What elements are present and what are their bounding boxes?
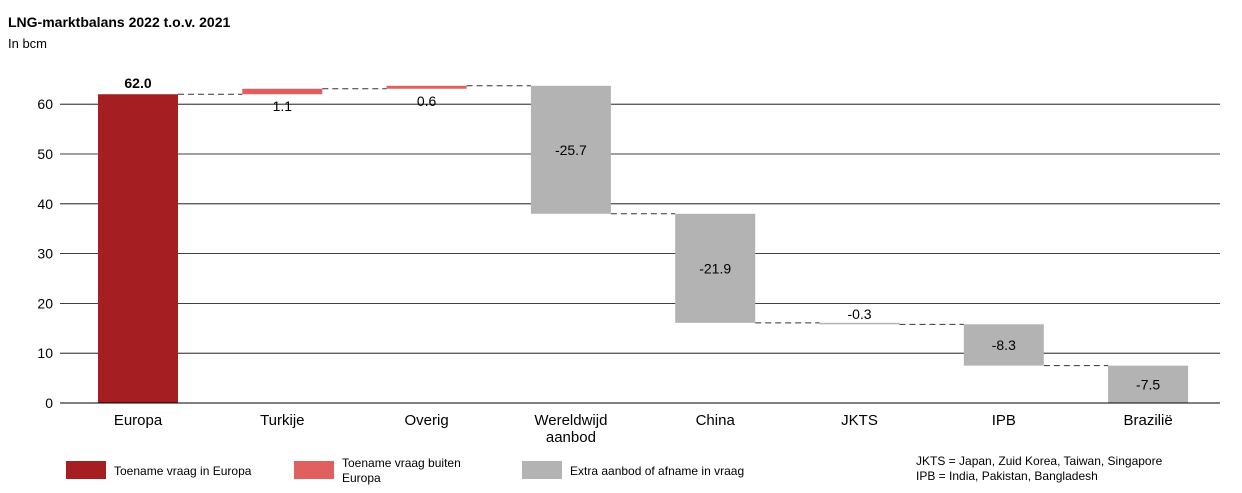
x-tick-label: Brazilië — [1124, 412, 1173, 429]
x-tick-label: Wereldwijd — [534, 412, 607, 429]
legend-swatch — [294, 461, 334, 479]
bar — [530, 85, 611, 214]
bar — [1108, 365, 1189, 403]
y-tick-label: 30 — [37, 246, 53, 262]
data-label: -0.3 — [847, 306, 871, 322]
x-tick-label: JKTS — [841, 412, 878, 429]
legend-label: Toename vraag in Europa — [114, 464, 252, 478]
bar — [386, 85, 467, 89]
bar — [819, 322, 900, 325]
data-label: -7.5 — [1136, 376, 1160, 392]
y-tick-label: 0 — [45, 395, 53, 411]
data-label: -25.7 — [555, 142, 587, 158]
bar — [963, 324, 1044, 366]
data-label: 0.6 — [417, 93, 437, 109]
legend-swatch — [522, 461, 562, 479]
y-tick-label: 40 — [37, 196, 53, 212]
data-label: 1.1 — [273, 98, 293, 114]
x-tick-label: Europa — [114, 412, 163, 429]
bar — [98, 94, 178, 404]
legend-label: Extra aanbod of afname in vraag — [570, 464, 744, 478]
legend-swatch — [66, 461, 106, 479]
data-label: -8.3 — [992, 337, 1016, 353]
x-tick-label: IPB — [992, 412, 1016, 429]
footnote: IPB = India, Pakistan, Bangladesh — [916, 469, 1098, 483]
legend-label: Europa — [342, 471, 381, 485]
bar — [675, 213, 756, 323]
y-tick-label: 50 — [37, 146, 53, 162]
bar — [242, 88, 323, 95]
legend-label: Toename vraag buiten — [342, 456, 461, 470]
x-tick-label: Turkije — [260, 412, 304, 429]
data-label: 62.0 — [124, 75, 151, 91]
x-tick-label: China — [696, 412, 736, 429]
x-tick-label: aanbod — [546, 429, 596, 446]
chart-title: LNG-marktbalans 2022 t.o.v. 2021 — [8, 14, 230, 30]
y-tick-label: 20 — [37, 295, 53, 311]
chart-subtitle: In bcm — [8, 36, 47, 51]
data-label: -21.9 — [699, 260, 731, 276]
footnote: JKTS = Japan, Zuid Korea, Taiwan, Singap… — [916, 454, 1163, 468]
y-tick-label: 60 — [37, 96, 53, 112]
y-tick-label: 10 — [37, 345, 53, 361]
x-tick-label: Overig — [405, 412, 449, 429]
